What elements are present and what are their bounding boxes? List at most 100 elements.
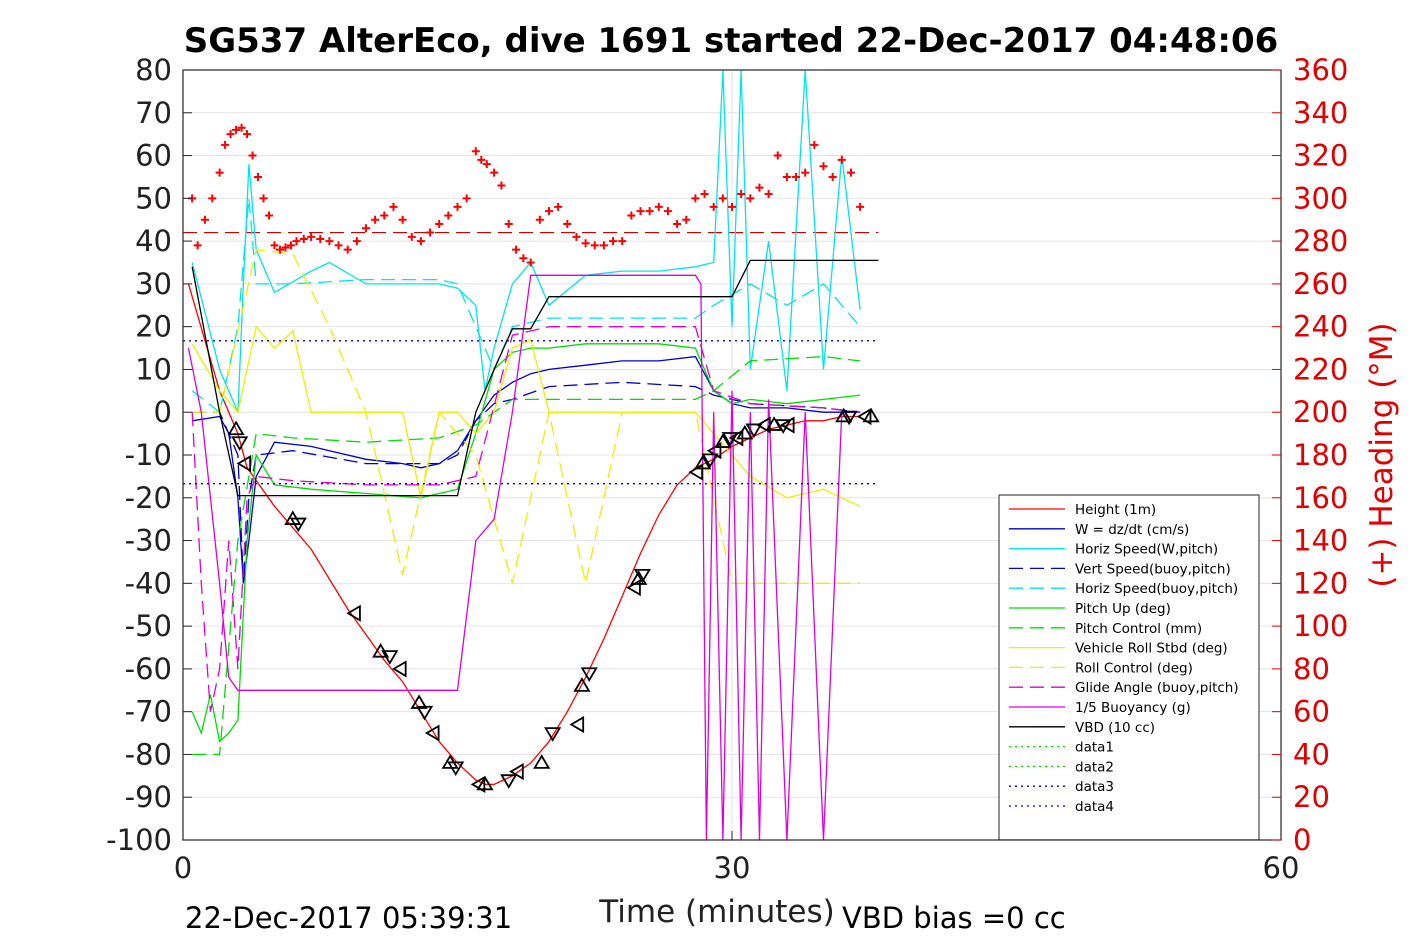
y2-tick-label: 0	[1293, 823, 1311, 857]
profile-marker	[381, 650, 399, 665]
profile-marker	[701, 453, 719, 469]
heading-marker	[407, 232, 416, 241]
heading-marker	[299, 234, 308, 243]
legend-entry: data2	[1075, 759, 1114, 775]
heading-marker	[477, 155, 486, 164]
profile-marker	[736, 424, 754, 440]
y2-tick-label: 20	[1293, 780, 1330, 814]
heading-marker	[292, 237, 301, 246]
heading-marker	[380, 211, 389, 220]
x-tick-label: 60	[1263, 851, 1300, 885]
y-tick-label: -90	[125, 780, 172, 814]
profile-marker	[835, 407, 853, 423]
heading-marker	[609, 237, 618, 246]
series-line-roll-control-deg	[192, 248, 861, 584]
heading-marker	[792, 172, 801, 181]
profile-marker	[633, 568, 651, 584]
series-line-vert-speed-buoy-pitch	[192, 381, 861, 584]
heading-marker	[728, 202, 736, 211]
x-axis-label: Time (minutes)	[598, 894, 834, 930]
series-line-glide-angle-buoy-pitch	[191, 326, 861, 712]
y-tick-label: 70	[135, 96, 172, 130]
heading-marker	[497, 181, 506, 190]
heading-marker	[599, 241, 608, 250]
heading-marker	[362, 224, 370, 233]
heading-marker	[307, 232, 316, 241]
heading-marker	[810, 140, 819, 149]
profile-marker	[391, 660, 407, 678]
legend-entry: data1	[1075, 740, 1114, 756]
legend-entry: Glide Angle (buoy,pitch)	[1075, 680, 1239, 696]
heading-marker	[828, 172, 837, 181]
heading-marker	[645, 207, 654, 216]
heading-marker	[193, 241, 202, 250]
profile-marker	[745, 423, 763, 439]
heading-marker	[856, 202, 865, 211]
profile-marker	[415, 705, 434, 721]
heading-marker	[270, 241, 279, 250]
series-line-horiz-speed-buoy-pitch	[191, 198, 861, 414]
y-tick-label: -40	[125, 566, 172, 600]
heading-marker	[846, 168, 855, 177]
heading-marker	[554, 202, 563, 211]
heading-marker	[837, 155, 846, 164]
y2-tick-label: 220	[1293, 352, 1348, 386]
heading-marker	[444, 211, 453, 220]
legend-entry: Vert Speed(buoy,pitch)	[1075, 561, 1231, 577]
heading-marker	[462, 194, 471, 203]
legend-entry: Height (1m)	[1075, 502, 1156, 518]
heading-marker	[416, 237, 425, 246]
y2-tick-label: 40	[1293, 737, 1330, 771]
y2-axis-label: (+) Heading (°M)	[1364, 322, 1400, 587]
y2-tick-label: 320	[1293, 139, 1348, 173]
y2-tick-label: 340	[1293, 96, 1348, 130]
heading-marker	[435, 220, 444, 228]
profile-marker	[509, 762, 524, 781]
y-axis-right: 3603403203002802602402202001801601401201…	[1272, 53, 1348, 857]
heading-marker	[618, 237, 627, 246]
y-tick-label: -60	[125, 652, 172, 686]
profile-marker	[626, 579, 641, 597]
series-line-pitch-control-mm	[192, 355, 861, 756]
y-axis-left: 80 70 60 50 40 30 20 10 0 -10 -20 -30 -40 -50 -60 -70 -8…	[106, 53, 192, 857]
heading-marker	[482, 160, 491, 169]
heading-marker	[398, 215, 407, 224]
y-tick-label: -50	[125, 609, 172, 643]
profile-marker	[573, 677, 591, 692]
heading-marker	[709, 202, 718, 211]
heading-marker	[237, 123, 246, 132]
legend-entry: Horiz Speed(buoy,pitch)	[1075, 581, 1238, 597]
heading-marker	[773, 151, 782, 160]
y-tick-label: -100	[106, 823, 172, 857]
heading-marker	[226, 130, 235, 139]
series-line-vehicle-roll-stbd-deg	[191, 325, 861, 507]
heading-marker	[208, 194, 217, 203]
heading-marker	[801, 168, 810, 177]
series-line-1-5-buoyancy-g	[187, 274, 843, 841]
y-tick-label: 10	[135, 352, 172, 386]
y-tick-label: 20	[135, 310, 172, 344]
heading-marker	[590, 241, 599, 250]
heading-marker	[254, 172, 263, 181]
plot-area	[183, 69, 880, 841]
heading-marker	[764, 190, 773, 199]
heading-marker	[737, 190, 746, 199]
heading-marker	[654, 202, 663, 211]
y2-tick-label: 100	[1293, 609, 1348, 643]
heading-marker	[215, 168, 224, 177]
heading-marker	[389, 202, 398, 211]
heading-marker	[343, 245, 352, 254]
profile-marker	[447, 761, 465, 777]
profile-marker	[533, 754, 551, 769]
legend-entry: Horiz Speed(W,pitch)	[1075, 542, 1218, 558]
y2-tick-label: 160	[1293, 481, 1348, 515]
y2-tick-label: 300	[1293, 181, 1348, 215]
heading-marker	[334, 241, 343, 250]
y-tick-label: 40	[135, 224, 172, 258]
y-tick-label: -20	[125, 481, 172, 515]
heading-marker	[221, 140, 230, 149]
y2-tick-label: 180	[1293, 438, 1348, 472]
heading-marker	[504, 220, 513, 228]
heading-marker	[663, 207, 672, 216]
heading-marker	[782, 172, 791, 181]
